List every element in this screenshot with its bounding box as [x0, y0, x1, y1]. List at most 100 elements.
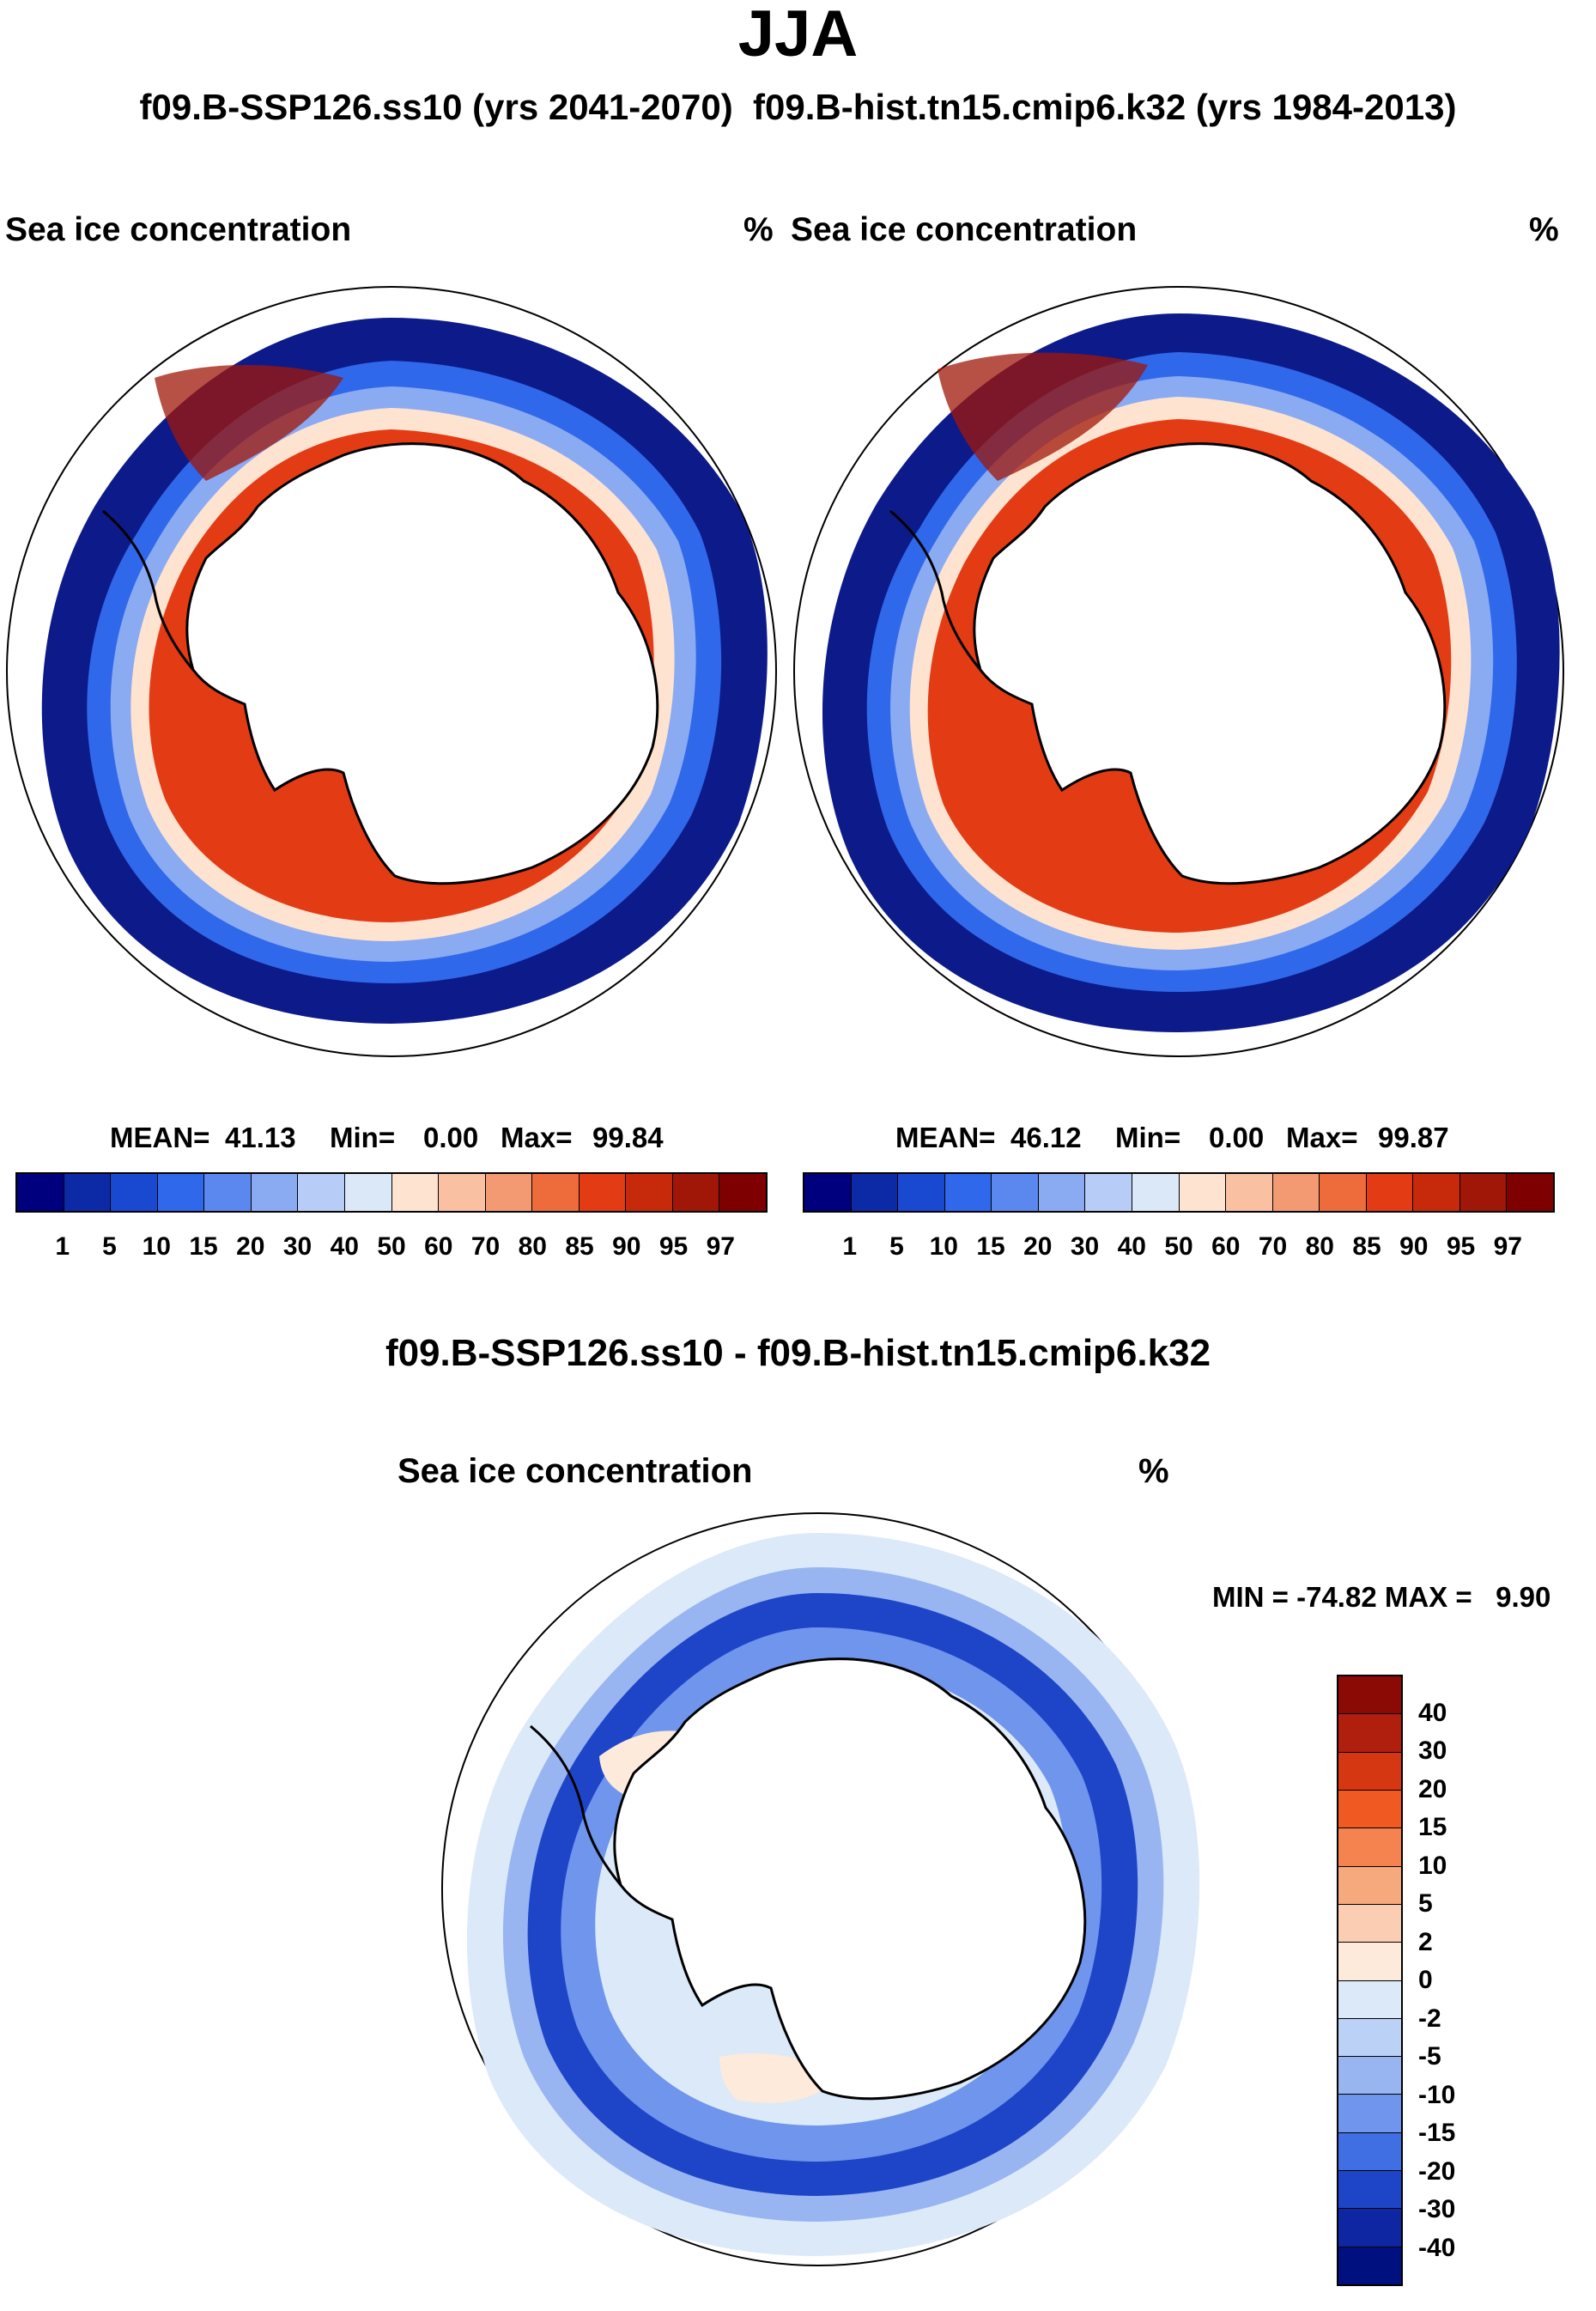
panel2-peninsula [889, 509, 982, 671]
diff-colorbar-swatch [1338, 1980, 1401, 2019]
panel2-colorbar-swatch [992, 1174, 1039, 1211]
diff-colorbar-tick-label: 20 [1418, 1774, 1447, 1803]
panel1-colorbar-swatch [344, 1174, 392, 1211]
panel2-colorbar-swatch [1366, 1174, 1414, 1211]
diff-colorbar-swatch [1338, 1790, 1401, 1829]
panel1-colorbar-swatch [579, 1174, 627, 1211]
panel2-colorbar-swatch [1132, 1174, 1180, 1211]
panel2-colorbar-swatch [1226, 1174, 1273, 1211]
panel1-min-value: 0.00 [423, 1122, 479, 1153]
panel1-colorbar-tick-label: 80 [518, 1232, 547, 1261]
panel1-colorbar-tick-label: 70 [470, 1232, 501, 1261]
panel2-mean-value: 46.12 [1010, 1122, 1082, 1153]
panel2-max-value: 99.87 [1378, 1122, 1449, 1153]
diff-map [441, 1512, 1200, 2266]
panel2-colorbar-tick-label: 30 [1070, 1232, 1100, 1261]
panel1-max-label: Max= [501, 1122, 573, 1153]
panel1-colorbar-tick-label: 90 [612, 1232, 641, 1261]
diff-colorbar-swatch [1338, 1866, 1401, 1905]
panel1-min-label: Min= [330, 1122, 396, 1153]
panel2-colorbar-swatch [1320, 1174, 1367, 1211]
panel2-antarctica [973, 442, 1447, 885]
panel2-colorbar-tick-label: 70 [1258, 1232, 1288, 1261]
panel1-colorbar-swatch [672, 1174, 720, 1211]
diff-colorbar-swatch [1338, 2171, 1401, 2210]
panel1-colorbar-tick-label: 50 [377, 1232, 406, 1261]
panel1-peninsula [102, 509, 195, 671]
diff-colorbar-tick-label: 30 [1418, 1736, 1447, 1765]
panel1-ice-thick [155, 365, 343, 481]
panel1-colorbar-swatch [391, 1174, 440, 1211]
panel2-colorbar-tick-label: 10 [929, 1232, 958, 1261]
diff-colorbar-swatch [1338, 2132, 1401, 2172]
diff-antarctica [613, 1657, 1087, 2101]
diff-colorbar-tick-label: -5 [1418, 2042, 1441, 2071]
diff-colorbar-swatch [1338, 1714, 1401, 1753]
panel2-map [793, 286, 1564, 1057]
panel1-colorbar-tick-label: 5 [102, 1232, 117, 1261]
panel2-colorbar-swatch [944, 1174, 992, 1211]
diff-colorbar-swatch [1338, 1943, 1401, 1981]
panel1-colorbar-tick-label: 20 [236, 1232, 265, 1261]
panel1-colorbar-swatch [64, 1174, 112, 1211]
diff-colorbar-swatch [1338, 1676, 1401, 1715]
panel1-colorbar-tick-label: 1 [55, 1232, 70, 1261]
panel2-colorbar-tick-label: 80 [1305, 1232, 1334, 1261]
panel2-colorbar-tick-label: 97 [1493, 1232, 1522, 1261]
diff-colorbar-tick-label: 40 [1418, 1698, 1447, 1727]
panel2-colorbar-swatch [1179, 1174, 1227, 1211]
panel2-colorbar-swatch [898, 1174, 945, 1211]
panel1-mean-value: 41.13 [225, 1122, 296, 1153]
panel2-max-label: Max= [1286, 1122, 1358, 1153]
figure-subtitle: f09.B-SSP126.ss10 (yrs 2041-2070) f09.B-… [139, 87, 1457, 127]
panel2-colorbar-tick-label: 90 [1399, 1232, 1429, 1261]
diff-units: % [1138, 1452, 1169, 1490]
panel2-colorbar-swatch [1459, 1174, 1508, 1211]
panel1-colorbar-swatch [626, 1174, 673, 1211]
panel1-map [6, 286, 777, 1057]
diff-title: Sea ice concentration [397, 1452, 753, 1490]
panel1-colorbar [15, 1172, 768, 1213]
panel1-colorbar-swatch [157, 1174, 205, 1211]
panel1-colorbar-tick-label: 15 [189, 1232, 218, 1261]
panel1-max-value: 99.84 [592, 1122, 664, 1153]
panel2-colorbar-tick-label: 95 [1446, 1232, 1476, 1261]
panel1-colorbar-swatch [532, 1174, 580, 1211]
diff-colorbar-swatch [1338, 2209, 1401, 2247]
panel2-units: % [1529, 211, 1559, 248]
diff-colorbar-swatch [1338, 1904, 1401, 1943]
panel2-colorbar-swatch [851, 1174, 899, 1211]
panel2-colorbar-tick-label: 15 [976, 1232, 1005, 1261]
panel2-min-value: 0.00 [1209, 1122, 1265, 1153]
panel1-colorbar-swatch [719, 1174, 766, 1211]
diff-minmax: MIN = -74.82 MAX = 9.90 [1212, 1581, 1551, 1613]
diff-colorbar-tick-label: -2 [1418, 2004, 1441, 2033]
panel2-colorbar-swatch [1272, 1174, 1320, 1211]
panel1-colorbar-swatch [111, 1174, 158, 1211]
diff-colorbar-swatch [1338, 1828, 1401, 1867]
panel1-colorbar-swatch [17, 1174, 64, 1211]
panel2-colorbar-tick-label: 20 [1023, 1232, 1053, 1261]
panel2-title: Sea ice concentration [791, 211, 1138, 248]
panel1-mean-label: MEAN= [110, 1122, 210, 1153]
panel1-title: Sea ice concentration [5, 211, 352, 248]
panel1-colorbar-tick-label: 10 [142, 1232, 171, 1261]
panel2-mean-label: MEAN= [895, 1122, 996, 1153]
panel1-units: % [743, 211, 774, 248]
panel2-colorbar-tick-label: 40 [1117, 1232, 1146, 1261]
panel2-colorbar-swatch [804, 1174, 852, 1211]
diff-colorbar-tick-label: -20 [1418, 2156, 1456, 2186]
panel1-colorbar-tick-label: 60 [424, 1232, 453, 1261]
panel2-colorbar-tick-label: 60 [1211, 1232, 1241, 1261]
panel1-colorbar-swatch [485, 1174, 533, 1211]
panel2-colorbar-tick-label: 5 [889, 1232, 904, 1261]
panel2-colorbar-tick-label: 50 [1164, 1232, 1193, 1261]
diff-colorbar-tick-label: -10 [1418, 2080, 1456, 2109]
diff-peninsula [530, 1724, 622, 1886]
panel2-ice-thick [938, 352, 1148, 481]
panel2-colorbar-swatch [1507, 1174, 1553, 1211]
panel2-colorbar [803, 1172, 1555, 1213]
diff-colorbar-tick-label: 5 [1418, 1889, 1433, 1918]
panel2-colorbar-swatch [1085, 1174, 1132, 1211]
panel1-colorbar-tick-label: 95 [658, 1232, 689, 1261]
